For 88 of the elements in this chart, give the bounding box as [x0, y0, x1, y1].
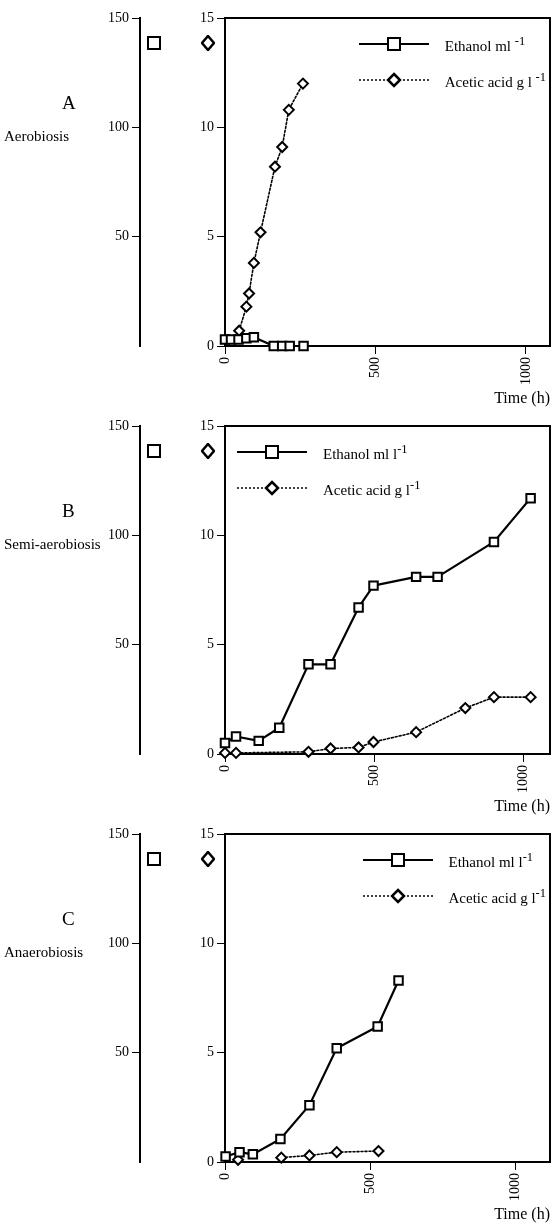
x-tick-label: 0	[216, 1173, 232, 1180]
legend-label: Ethanol ml l$^{-1}$	[323, 441, 408, 463]
x-tick-label: 1000	[517, 357, 533, 385]
x-tick-label: 1000	[506, 1173, 522, 1201]
point	[274, 722, 285, 733]
point	[230, 746, 243, 759]
x-tick-label: 500	[365, 765, 381, 786]
point	[247, 1149, 259, 1160]
point	[254, 226, 267, 239]
x-tick-label: 0	[216, 357, 232, 364]
point	[459, 702, 472, 715]
point	[352, 741, 365, 754]
y-tick-label: 0	[207, 1153, 214, 1169]
y-tick-label: 5	[207, 636, 214, 652]
point	[487, 691, 500, 704]
y2-tick-label: 50	[115, 1044, 129, 1060]
point	[248, 332, 260, 343]
point	[302, 745, 315, 758]
y-tick-label: 5	[207, 228, 214, 244]
point	[303, 1149, 316, 1162]
point	[372, 1145, 385, 1158]
x-tick-label: 0	[216, 765, 232, 772]
y2-tick-label: 100	[108, 119, 129, 135]
y-tick-label: 5	[207, 1044, 214, 1060]
point	[331, 1043, 342, 1054]
legend-label: Acetic acid g l$^{-1}$	[448, 885, 546, 907]
text: B	[62, 500, 75, 522]
y2-tick-label: 100	[108, 527, 129, 543]
point	[284, 340, 295, 352]
point	[268, 160, 281, 173]
legend-label: Ethanol ml $^{-1}$	[444, 33, 526, 55]
x-tick-label: 500	[361, 1173, 377, 1194]
point	[282, 103, 295, 116]
x-tick-label: 500	[367, 357, 383, 378]
y-tick-label: 10	[200, 935, 214, 951]
point	[219, 737, 231, 749]
point	[353, 602, 364, 613]
point	[253, 735, 264, 747]
point	[410, 571, 422, 583]
y2-tick-label: 50	[115, 636, 129, 652]
point	[230, 731, 242, 742]
point	[488, 536, 500, 548]
legend-label: Ethanol ml l$^{-1}$	[448, 849, 534, 871]
y-tick-label: 0	[207, 337, 214, 353]
y2-tick-label: 100	[108, 935, 129, 951]
x-axis-title: Time (h)	[494, 796, 550, 815]
legend-label: Acetic acid g l $^{-1}$	[444, 69, 546, 91]
x-tick-label: 1000	[514, 765, 530, 793]
text: A	[62, 92, 76, 114]
point	[243, 287, 256, 300]
legend-label: Acetic acid g l$^{-1}$	[323, 477, 421, 499]
point	[432, 571, 443, 583]
point	[304, 1099, 315, 1111]
y-tick-label: 10	[200, 527, 214, 543]
x-axis-title: Time (h)	[494, 1204, 550, 1223]
point	[247, 256, 260, 269]
y-tick-label: 0	[207, 745, 214, 761]
point	[325, 659, 336, 670]
y-tick-label: 15	[200, 417, 214, 433]
y-tick-label: 15	[200, 9, 214, 25]
point	[525, 492, 536, 504]
y2-tick-label: 150	[108, 825, 129, 841]
point	[234, 1146, 245, 1158]
point	[393, 975, 404, 986]
point	[367, 735, 380, 748]
point	[330, 1146, 343, 1159]
point	[372, 1021, 383, 1032]
point	[410, 726, 423, 739]
y-tick-label: 15	[200, 825, 214, 841]
y-tick-label: 10	[200, 119, 214, 135]
point	[240, 300, 253, 313]
point	[368, 580, 379, 591]
point	[275, 1133, 286, 1145]
text: Anaerobiosis	[4, 944, 84, 961]
y2-tick-label: 150	[108, 417, 129, 433]
point	[298, 340, 309, 352]
text: Aerobiosis	[4, 128, 69, 145]
y2-tick-label: 150	[108, 9, 129, 25]
point	[276, 141, 289, 154]
x-axis-title: Time (h)	[494, 388, 550, 407]
y2-tick-label: 50	[115, 228, 129, 244]
text: C	[62, 908, 75, 930]
point	[303, 659, 314, 670]
point	[220, 1151, 231, 1162]
point	[524, 691, 537, 704]
point	[296, 77, 309, 90]
point	[275, 1151, 288, 1164]
text: Semi-aerobiosis	[4, 536, 101, 553]
